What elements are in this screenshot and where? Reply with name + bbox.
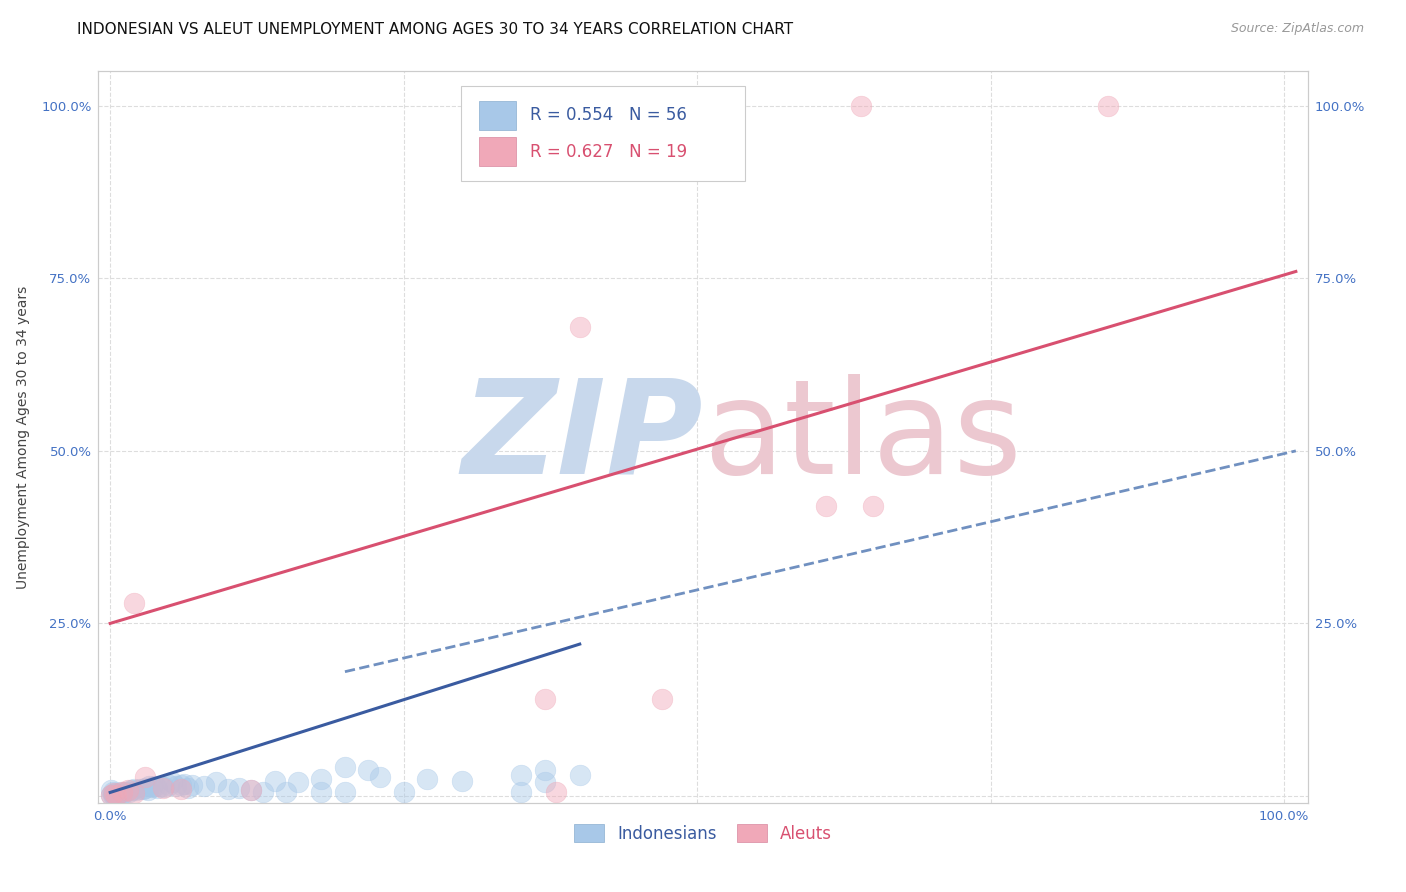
Text: R = 0.554   N = 56: R = 0.554 N = 56: [530, 106, 688, 124]
Point: [1097, 99, 1119, 113]
Point: [101, 788, 124, 802]
Point: [862, 499, 884, 513]
Point: [228, 780, 250, 795]
Point: [533, 775, 555, 789]
Point: [103, 788, 125, 802]
Point: [112, 786, 135, 800]
Point: [152, 780, 174, 795]
Point: [162, 775, 184, 789]
Point: [143, 779, 166, 793]
Point: [111, 785, 134, 799]
Point: [533, 763, 555, 777]
Point: [141, 780, 163, 794]
Text: INDONESIAN VS ALEUT UNEMPLOYMENT AMONG AGES 30 TO 34 YEARS CORRELATION CHART: INDONESIAN VS ALEUT UNEMPLOYMENT AMONG A…: [77, 22, 793, 37]
Point: [287, 775, 309, 789]
Point: [107, 787, 129, 801]
Text: Source: ZipAtlas.com: Source: ZipAtlas.com: [1230, 22, 1364, 36]
Point: [134, 770, 156, 784]
Point: [263, 773, 285, 788]
Point: [103, 786, 125, 800]
Text: R = 0.627   N = 19: R = 0.627 N = 19: [530, 143, 688, 161]
Point: [100, 788, 122, 802]
Point: [568, 319, 591, 334]
Point: [311, 772, 333, 786]
Point: [110, 785, 132, 799]
Point: [138, 779, 160, 793]
Point: [815, 499, 838, 513]
Bar: [479, 101, 516, 130]
Point: [333, 760, 356, 774]
Point: [204, 775, 226, 789]
Point: [134, 780, 156, 795]
Point: [510, 785, 533, 799]
Point: [122, 596, 145, 610]
Point: [193, 779, 215, 793]
Point: [165, 779, 187, 793]
Point: [122, 786, 145, 800]
Point: [118, 785, 141, 799]
Legend: Indonesians, Aleuts: Indonesians, Aleuts: [567, 818, 839, 849]
Point: [104, 786, 127, 800]
Point: [100, 788, 122, 802]
Point: [357, 763, 380, 777]
Point: [125, 783, 148, 797]
Point: [240, 783, 263, 797]
Point: [146, 781, 169, 796]
Point: [169, 778, 191, 792]
Point: [252, 785, 274, 799]
Point: [120, 783, 142, 797]
Point: [851, 99, 873, 113]
Text: ZIP: ZIP: [461, 374, 703, 500]
Point: [101, 785, 124, 799]
Point: [451, 773, 474, 788]
Point: [128, 782, 150, 797]
Point: [181, 778, 204, 792]
Point: [173, 777, 195, 791]
Point: [153, 780, 176, 794]
Point: [169, 782, 191, 797]
Point: [149, 779, 172, 793]
Point: [217, 782, 239, 797]
Point: [651, 692, 673, 706]
Point: [311, 785, 333, 799]
Point: [136, 783, 159, 797]
Point: [105, 788, 128, 802]
Point: [416, 772, 439, 786]
Point: [240, 783, 263, 797]
Point: [103, 787, 125, 801]
Text: atlas: atlas: [703, 374, 1022, 500]
Point: [176, 780, 198, 795]
Point: [117, 783, 139, 797]
Point: [114, 785, 136, 799]
Y-axis label: Unemployment Among Ages 30 to 34 years: Unemployment Among Ages 30 to 34 years: [15, 285, 30, 589]
Point: [392, 785, 415, 799]
Point: [568, 768, 591, 782]
Point: [132, 782, 155, 797]
Point: [533, 692, 555, 706]
Bar: [479, 137, 516, 167]
Point: [276, 785, 298, 799]
Point: [333, 785, 356, 799]
Point: [100, 783, 122, 797]
Point: [122, 782, 145, 797]
Point: [157, 778, 180, 792]
Point: [105, 788, 128, 802]
FancyBboxPatch shape: [461, 86, 745, 181]
Point: [546, 785, 568, 799]
Point: [510, 768, 533, 782]
Point: [368, 770, 391, 784]
